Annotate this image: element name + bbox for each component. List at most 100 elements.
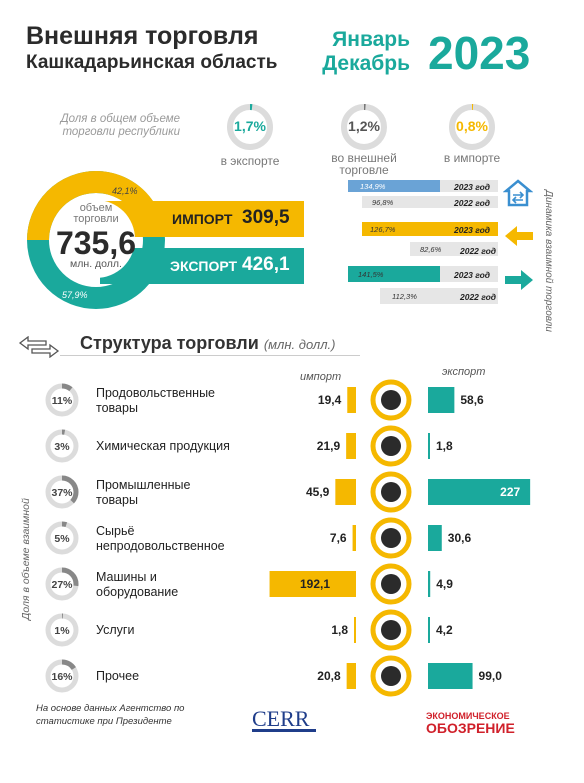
export-header: экспорт (442, 366, 486, 378)
export-value-label: 4,9 (436, 577, 453, 591)
import-pct: 42,1% (112, 186, 138, 196)
import-value-label: 7,6 (330, 531, 347, 545)
export-bar (428, 663, 473, 689)
export-bar (428, 433, 430, 459)
category-label: непродовольственное (96, 539, 225, 553)
services-tools-icon-glyph (381, 620, 401, 640)
share-label: 1% (54, 625, 70, 637)
import-bar (354, 617, 356, 643)
import-bar (269, 571, 356, 597)
import-bar (347, 387, 356, 413)
category-label: Машины и (96, 570, 157, 584)
dyn-total-2023-label: 2023 год (454, 182, 491, 192)
source-note: На основе данных Агентство по статистике… (36, 703, 185, 727)
dyn-export-2022-pct: 112,3% (392, 292, 417, 301)
share-label: 11% (52, 395, 73, 407)
dyn-import-2022-bar (410, 242, 498, 256)
share-label: 16% (51, 671, 73, 683)
import-value-label: 19,4 (318, 393, 342, 407)
year: 2023 (428, 27, 531, 79)
dyn-export-2023-pct: 141,5% (358, 270, 384, 279)
category-label: оборудование (96, 585, 178, 599)
structure-chart: 11% Продовольственные товары 19,4 58,6 3% Хими… (45, 379, 531, 697)
export-bar (428, 617, 430, 643)
import-share-label: в импорте (443, 151, 501, 165)
share-ring-value (45, 567, 79, 601)
period-end: Декабрь (322, 52, 410, 75)
import-value-label: 1,8 (331, 623, 348, 637)
food-icon-glyph (381, 390, 401, 410)
machinery-gears-icon-glyph (381, 574, 401, 594)
raw-materials-icon-glyph (381, 528, 401, 548)
category-label: Продовольственные (96, 386, 215, 400)
region-subtitle: Кашкадарьинская область (26, 52, 278, 73)
import-label: ИМПОРТ (172, 211, 233, 227)
trade-share-label: во внешней торговле (331, 151, 397, 177)
trade-share-ring (341, 104, 387, 150)
dyn-export-2022-bar (380, 288, 498, 304)
import-bar (346, 663, 356, 689)
dyn-import-2022-label: 2022 год (460, 246, 497, 256)
export-arrow-icon (505, 270, 533, 295)
category-label: Промышленные (96, 478, 191, 492)
category-label: Химическая продукция (96, 439, 230, 453)
export-label: ЭКСПОРТ (170, 258, 238, 274)
cerr-logo: CERR (252, 706, 310, 731)
donut-center-unit: млн. долл. (70, 258, 122, 270)
share-label: 27% (51, 579, 73, 591)
import-arrow-icon (505, 226, 533, 251)
export-value: 426,1 (242, 254, 290, 275)
import-bar (335, 479, 356, 505)
category-label: Сырьё (96, 524, 134, 538)
dyn-import-2023-bar (362, 222, 498, 236)
export-value-label: 30,6 (448, 531, 472, 545)
eo-logo-line2: ОБОЗРЕНИЕ (426, 720, 515, 736)
donut-center-value: 735,6 (55, 225, 137, 261)
export-value-label: 1,8 (436, 439, 453, 453)
export-bar (428, 571, 431, 597)
export-band (166, 248, 304, 284)
dyn-import-2023-label: 2023 год (454, 225, 491, 235)
import-band (166, 201, 304, 237)
share-ring-value (45, 475, 79, 509)
eo-logo-line1: ЭКОНОМИЧЕСКОЕ (426, 711, 510, 721)
export-value-label: 227 (500, 485, 520, 499)
section-title: Структура торговли (млн. долл.) (80, 333, 336, 353)
share-label: 3% (54, 441, 70, 453)
dyn-export-2023-label: 2023 год (454, 270, 491, 280)
export-bar (428, 479, 531, 505)
export-value-label: 99,0 (479, 669, 503, 683)
import-share-value: 0,8% (456, 118, 488, 134)
export-value-label: 4,2 (436, 623, 453, 637)
trade-share-value: 1,2% (348, 118, 380, 134)
dyn-total-2022-label: 2022 год (454, 198, 491, 208)
export-bar (428, 387, 455, 413)
exchange-icon (502, 178, 534, 208)
export-bar (428, 525, 442, 551)
dynamics-caption: Динамика взаимной торговли (543, 190, 554, 332)
share-label: 5% (54, 533, 70, 545)
two-way-arrows-icon (18, 335, 60, 363)
import-value: 309,5 (242, 207, 290, 228)
dyn-total-2022-pct: 96,8% (372, 198, 394, 207)
share-ring-value (45, 521, 79, 555)
export-share-value: 1,7% (234, 118, 266, 134)
export-pct: 57,9% (62, 290, 88, 300)
export-value-label: 58,6 (460, 393, 484, 407)
share-label: 37% (51, 487, 73, 499)
dyn-total-2022-bar (362, 196, 498, 208)
donut-center-caption: объем торговли (73, 202, 119, 225)
category-label: Прочее (96, 669, 139, 683)
period-start: Январь (332, 28, 410, 51)
share-ring-value (45, 383, 79, 417)
share-ring-value (45, 613, 79, 647)
category-label: товары (96, 493, 138, 507)
export-share-ring (227, 104, 273, 150)
basket-icon-glyph (381, 666, 401, 686)
import-value-label: 20,8 (317, 669, 341, 683)
dyn-import-2023-pct: 126,7% (370, 225, 396, 234)
import-bar (352, 525, 356, 551)
dyn-import-2022-pct: 82,6% (420, 245, 442, 254)
share-caption: Доля в общем объеме торговли республики (60, 113, 180, 138)
dyn-export-2022-label: 2022 год (460, 292, 497, 302)
